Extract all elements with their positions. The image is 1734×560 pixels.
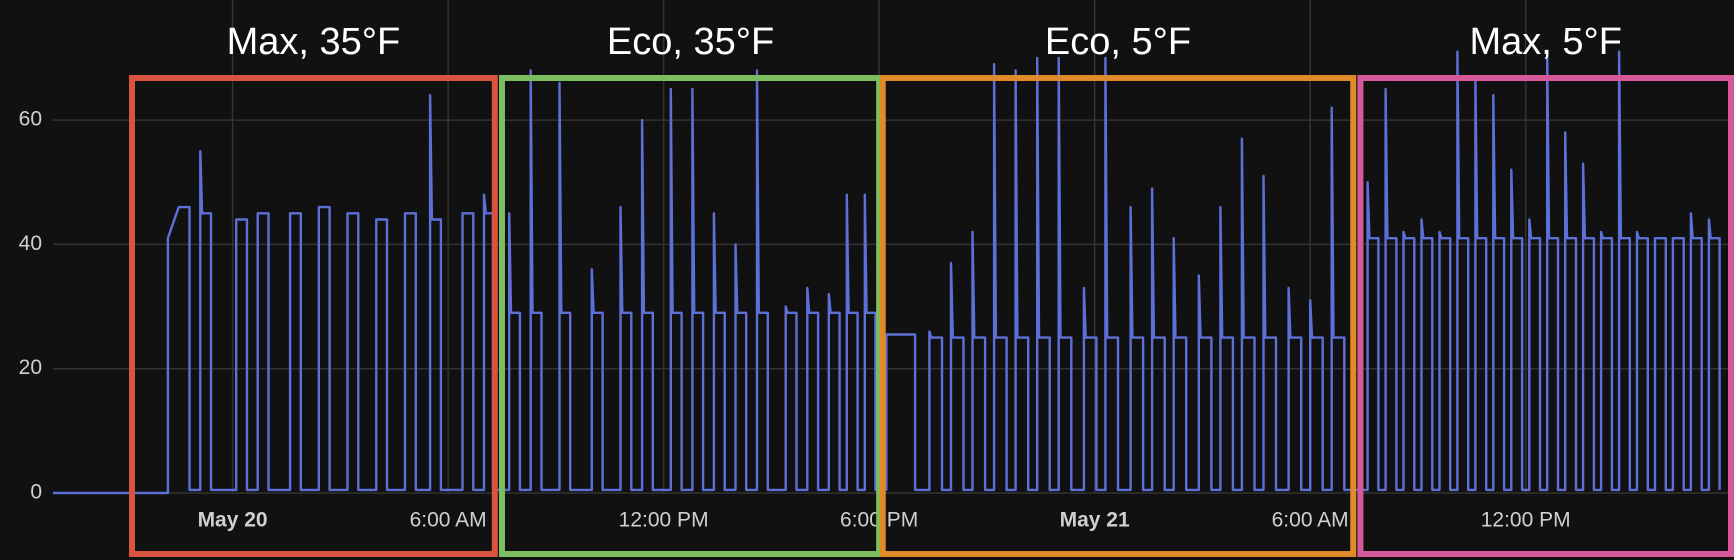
x-tick-label: May 20 xyxy=(198,509,268,532)
y-tick-label: 0 xyxy=(30,481,42,504)
x-tick-label: 6:00 AM xyxy=(1272,509,1349,532)
x-tick-label: 6:00 AM xyxy=(410,509,487,532)
annotation-label: Max, 5°F xyxy=(1469,21,1621,63)
y-tick-label: 20 xyxy=(19,356,42,379)
annotation-box xyxy=(129,75,498,557)
annotation-box xyxy=(1357,75,1734,557)
x-tick-label: May 21 xyxy=(1060,509,1130,532)
y-tick-label: 40 xyxy=(19,232,42,255)
annotation-box xyxy=(498,75,883,557)
annotation-label: Eco, 35°F xyxy=(607,21,774,63)
y-tick-label: 60 xyxy=(19,108,42,131)
x-tick-label: 12:00 PM xyxy=(1481,509,1571,532)
annotation-label: Max, 35°F xyxy=(227,21,401,63)
data-line xyxy=(53,50,1721,495)
annotation-box xyxy=(879,75,1357,557)
x-tick-label: 12:00 PM xyxy=(619,509,709,532)
annotation-label: Eco, 5°F xyxy=(1045,21,1191,63)
